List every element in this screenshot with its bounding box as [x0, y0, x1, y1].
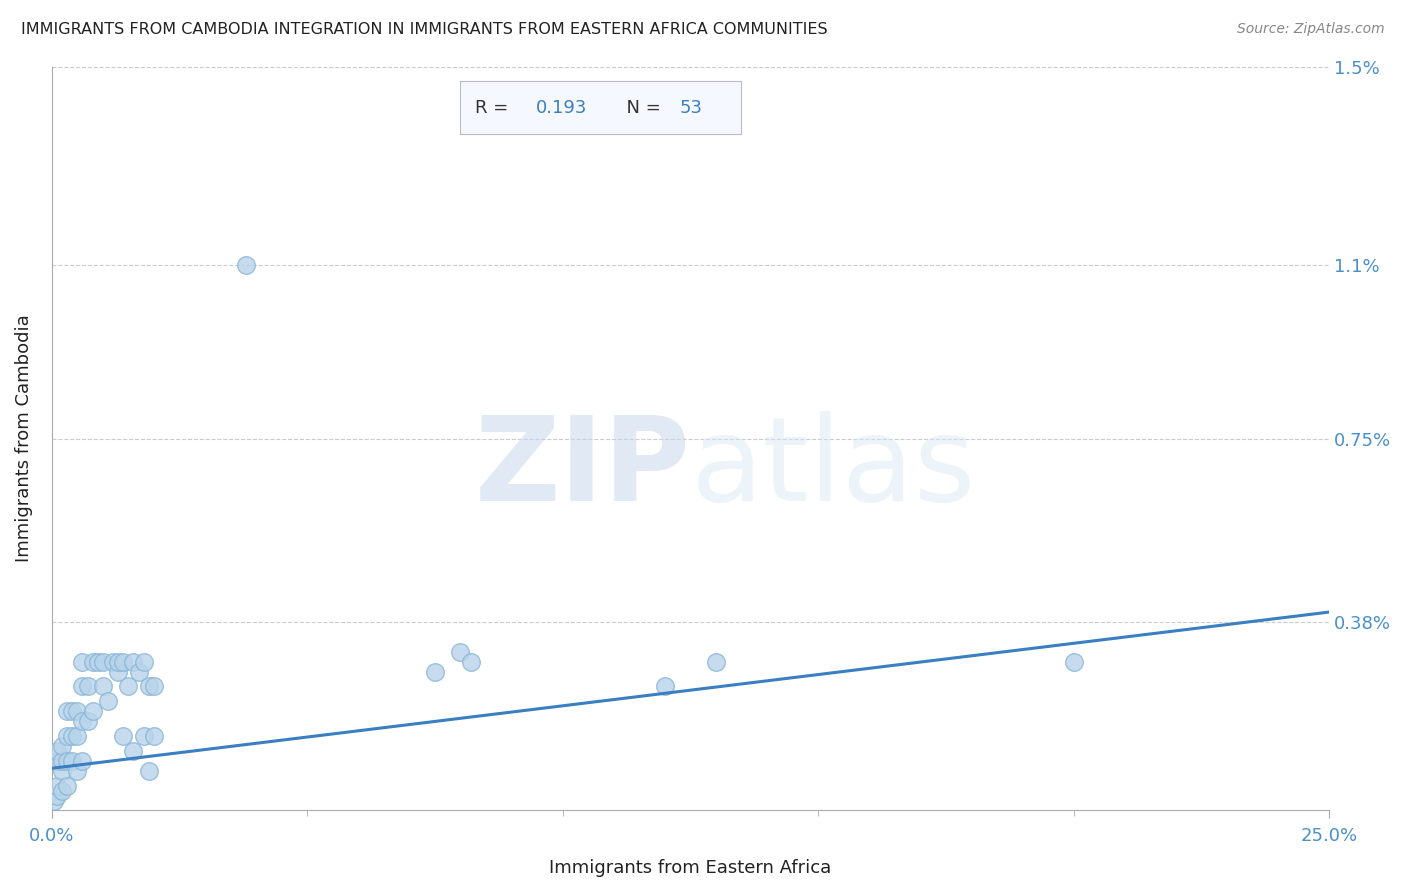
Point [56, 779, 79, 793]
Point [132, 729, 155, 743]
Point [82, 704, 104, 718]
Text: ZIP: ZIP [474, 411, 690, 525]
Text: IMMIGRANTS FROM CAMBODIA INTEGRATION IN IMMIGRANTS FROM EASTERN AFRICA COMMUNITI: IMMIGRANTS FROM CAMBODIA INTEGRATION IN … [21, 22, 828, 37]
Point [76, 714, 98, 729]
Point [56, 704, 79, 718]
Y-axis label: Immigrants from Cambodia: Immigrants from Cambodia [15, 315, 32, 562]
Point [91, 680, 114, 694]
Point [51, 754, 73, 768]
Point [56, 754, 79, 768]
Point [122, 744, 145, 758]
Point [72, 754, 94, 768]
Point [91, 655, 114, 669]
Text: Source: ZipAtlas.com: Source: ZipAtlas.com [1237, 22, 1385, 37]
Point [60, 754, 83, 768]
Point [1063, 655, 1085, 669]
Point [142, 729, 165, 743]
Point [66, 764, 89, 778]
Point [107, 665, 129, 679]
Point [235, 258, 257, 272]
Point [51, 739, 73, 753]
Point [112, 729, 135, 743]
Point [60, 704, 83, 718]
Point [460, 655, 482, 669]
Point [72, 714, 94, 729]
Point [60, 729, 83, 743]
Point [76, 680, 98, 694]
Point [101, 655, 124, 669]
Point [704, 655, 727, 669]
Text: atlas: atlas [690, 411, 976, 525]
Point [423, 665, 446, 679]
X-axis label: Immigrants from Eastern Africa: Immigrants from Eastern Africa [550, 859, 831, 877]
Point [45, 789, 67, 803]
Point [112, 655, 135, 669]
Point [138, 680, 160, 694]
Point [45, 744, 67, 758]
Point [72, 680, 94, 694]
Point [128, 665, 150, 679]
Point [66, 729, 89, 743]
Point [142, 680, 165, 694]
Point [450, 645, 472, 659]
Point [66, 704, 89, 718]
Point [138, 764, 160, 778]
Point [122, 655, 145, 669]
Point [654, 680, 676, 694]
Point [117, 680, 139, 694]
Point [97, 694, 120, 708]
Point [51, 783, 73, 797]
Point [56, 729, 79, 743]
Point [45, 754, 67, 768]
Point [132, 655, 155, 669]
Point [72, 655, 94, 669]
Point [107, 655, 129, 669]
Point [44, 793, 66, 807]
Point [87, 655, 110, 669]
Point [51, 764, 73, 778]
Point [45, 779, 67, 793]
Point [82, 655, 104, 669]
